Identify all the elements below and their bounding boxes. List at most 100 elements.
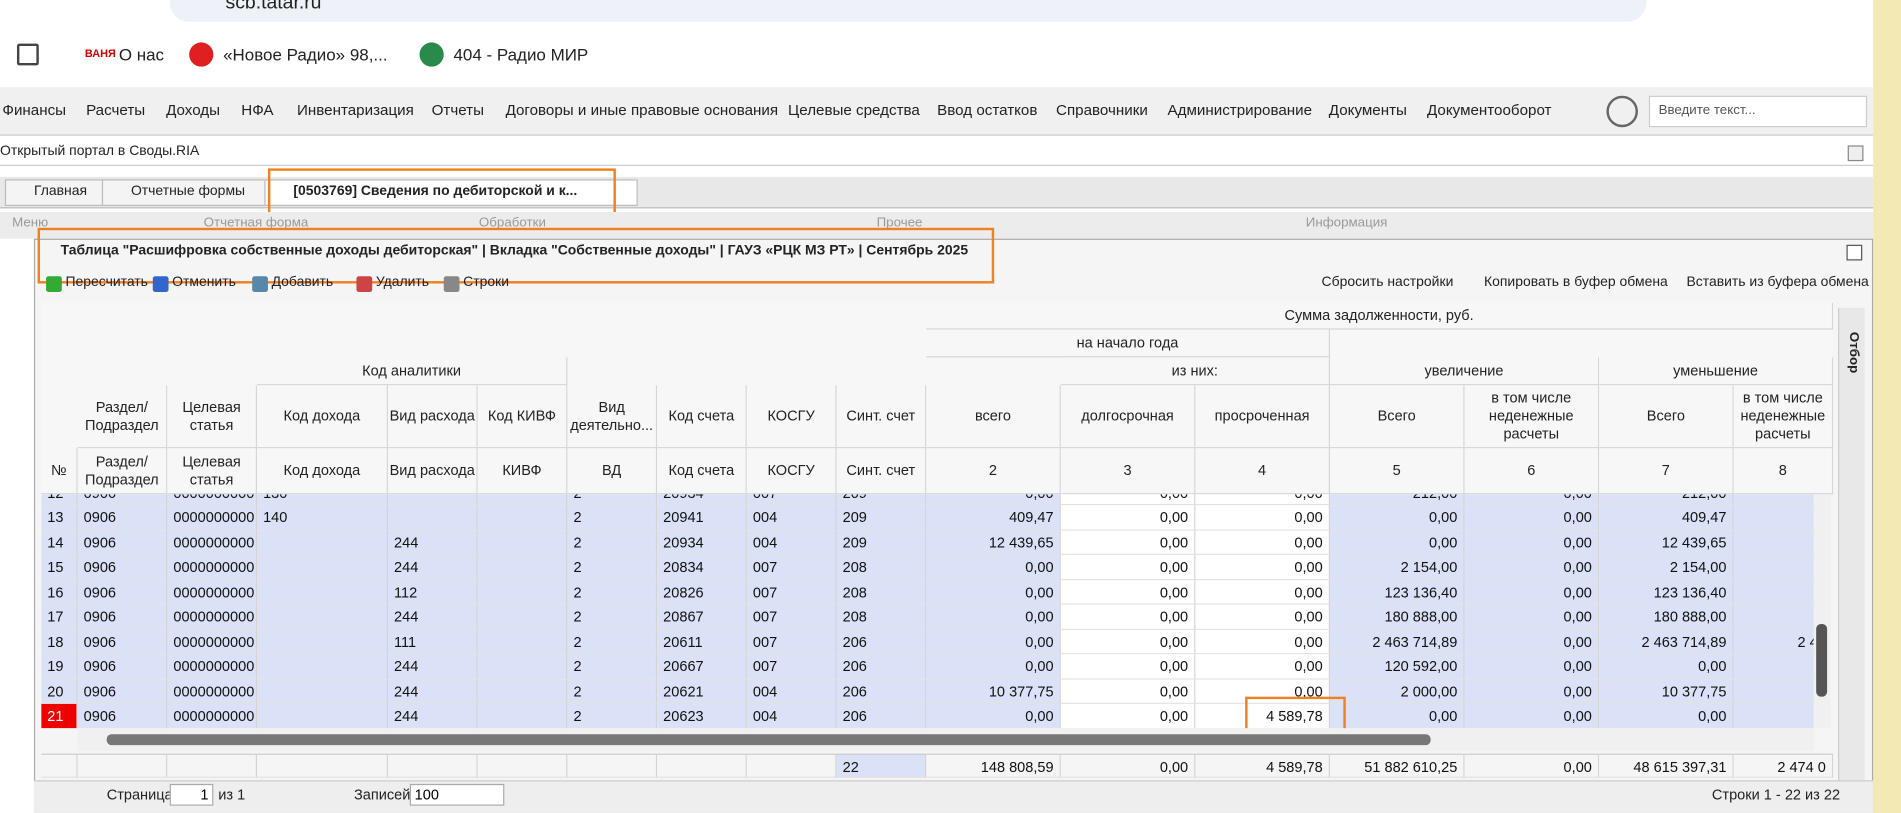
cell: 0906 [77, 679, 168, 704]
toolbar-button[interactable]: Копировать в буфер обмена [1483, 275, 1668, 290]
cell: 1 [1733, 679, 1814, 704]
ribbon-group: Обработки [478, 215, 546, 231]
total-cell [477, 753, 568, 778]
cell [1733, 494, 1814, 506]
column-number: 3 [1060, 448, 1196, 495]
v-scroll-thumb[interactable] [1816, 623, 1828, 697]
toolbar-button[interactable]: Строки [463, 275, 509, 290]
toolbar-button[interactable]: Добавить [271, 275, 334, 290]
menu-bar [0, 87, 1874, 136]
menu-item[interactable]: Договоры и иные правовые основания [505, 101, 779, 119]
cell: 111 [387, 629, 478, 655]
menu-item[interactable]: Администрирование [1167, 101, 1313, 119]
column-number: № [41, 448, 78, 495]
cell: 0,00 [1464, 679, 1600, 704]
cell: 0906 [77, 629, 168, 655]
cell: 20826 [657, 579, 747, 605]
column-number: 8 [1733, 448, 1834, 495]
group-header: на начало года [926, 329, 1331, 358]
total-cell [77, 753, 168, 778]
cell: 0000000000 [167, 679, 258, 704]
cell: 0000000000 [167, 505, 258, 531]
search-placeholder[interactable]: Введите текст... [1658, 102, 1756, 118]
side-panel-label[interactable]: Отбор [1846, 331, 1862, 374]
menu-item[interactable]: Ввод остатков [937, 101, 1038, 119]
cell: 20621 [657, 679, 747, 704]
cell: 209 [836, 530, 927, 555]
bookmark[interactable]: «Новое Радио» 98,... [223, 44, 388, 65]
records-select[interactable]: 100 [409, 783, 505, 806]
cell: 0,00 [926, 604, 1061, 630]
cell: 2 [567, 554, 658, 580]
cell [1733, 604, 1814, 630]
cell [477, 604, 568, 630]
cell: 2 [567, 703, 658, 729]
menu-item[interactable]: НФА [241, 101, 274, 119]
cell: 0,00 [926, 494, 1061, 506]
cell: 0,00 [1195, 629, 1331, 655]
dialog-title: Таблица "Расшифровка собственные доходы … [60, 243, 969, 259]
cell: 0,00 [1060, 530, 1196, 555]
tab-label[interactable]: Главная [33, 184, 88, 199]
page-input[interactable]: 1 [169, 783, 214, 806]
column-header: Всего [1330, 385, 1465, 449]
h-scroll-thumb[interactable] [106, 734, 1431, 746]
total-cell [387, 753, 478, 778]
column-number: КИВФ [477, 448, 568, 495]
cell [1733, 554, 1814, 580]
cell: 007 [746, 579, 837, 605]
pager-summary: Строки 1 - 22 из 22 [1711, 786, 1841, 804]
column-number: ВД [567, 448, 658, 495]
search-box [1648, 95, 1868, 128]
cell: 244 [387, 554, 478, 580]
cell: 007 [746, 494, 837, 506]
toolbar-button[interactable]: Вставить из буфера обмена [1686, 275, 1869, 290]
column-header: Раздел/ Подраздел [77, 385, 168, 449]
cell: 0,00 [1195, 554, 1331, 580]
toolbar-icon [443, 276, 460, 292]
portal-title: Открытый портал в Своды.RIA [0, 144, 200, 159]
bookmark[interactable]: О нас [118, 44, 165, 65]
tab[interactable] [101, 179, 294, 206]
side-panel [1837, 307, 1865, 810]
menu-item[interactable]: Доходы [166, 101, 221, 119]
cell: 007 [746, 604, 837, 630]
tab[interactable] [264, 179, 638, 206]
ribbon [0, 212, 1874, 239]
cell: 206 [836, 654, 927, 680]
cell: 0,00 [1195, 679, 1331, 704]
bookmark[interactable]: 404 - Радио МИР [453, 44, 589, 65]
menu-item[interactable]: Документооборот [1426, 101, 1552, 119]
total-cell [257, 753, 388, 778]
toolbar-button[interactable]: Отменить [172, 275, 236, 290]
tab-label[interactable]: Отчетные формы [130, 184, 246, 199]
toolbar-button[interactable]: Удалить [375, 275, 430, 290]
menu-item[interactable]: Финансы [2, 101, 67, 119]
cell [1733, 579, 1814, 605]
cell: 2 463 714,89 [1599, 629, 1734, 655]
cell: 244 [387, 604, 478, 630]
close-button[interactable] [1846, 244, 1863, 261]
menu-item[interactable]: Отчеты [431, 101, 485, 119]
cell: 004 [746, 505, 837, 531]
cell: 0,00 [1060, 505, 1196, 531]
cell: 180 888,00 [1599, 604, 1734, 630]
cell: 2 [567, 579, 658, 605]
toolbar-button[interactable]: Пересчитать [65, 275, 148, 290]
cell: 123 136,40 [1599, 579, 1734, 605]
collapse-button[interactable] [1847, 145, 1864, 162]
portal-bar [0, 164, 1874, 166]
cell: 0,00 [926, 579, 1061, 605]
cell [477, 530, 568, 555]
menu-item[interactable]: Справочники [1056, 101, 1148, 119]
cell [257, 530, 388, 555]
cell: 12 [41, 494, 78, 506]
cell: 0000000000 [167, 579, 258, 605]
cell: 244 [387, 654, 478, 680]
toolbar-button[interactable]: Сбросить настройки [1321, 275, 1454, 290]
tab-label[interactable]: [0503769] Сведения по дебиторской и к... [293, 184, 578, 199]
menu-item[interactable]: Расчеты [86, 101, 146, 119]
menu-item[interactable]: Документы [1328, 101, 1407, 119]
menu-item[interactable]: Целевые средства [788, 101, 920, 119]
menu-item[interactable]: Инвентаризация [297, 101, 414, 119]
